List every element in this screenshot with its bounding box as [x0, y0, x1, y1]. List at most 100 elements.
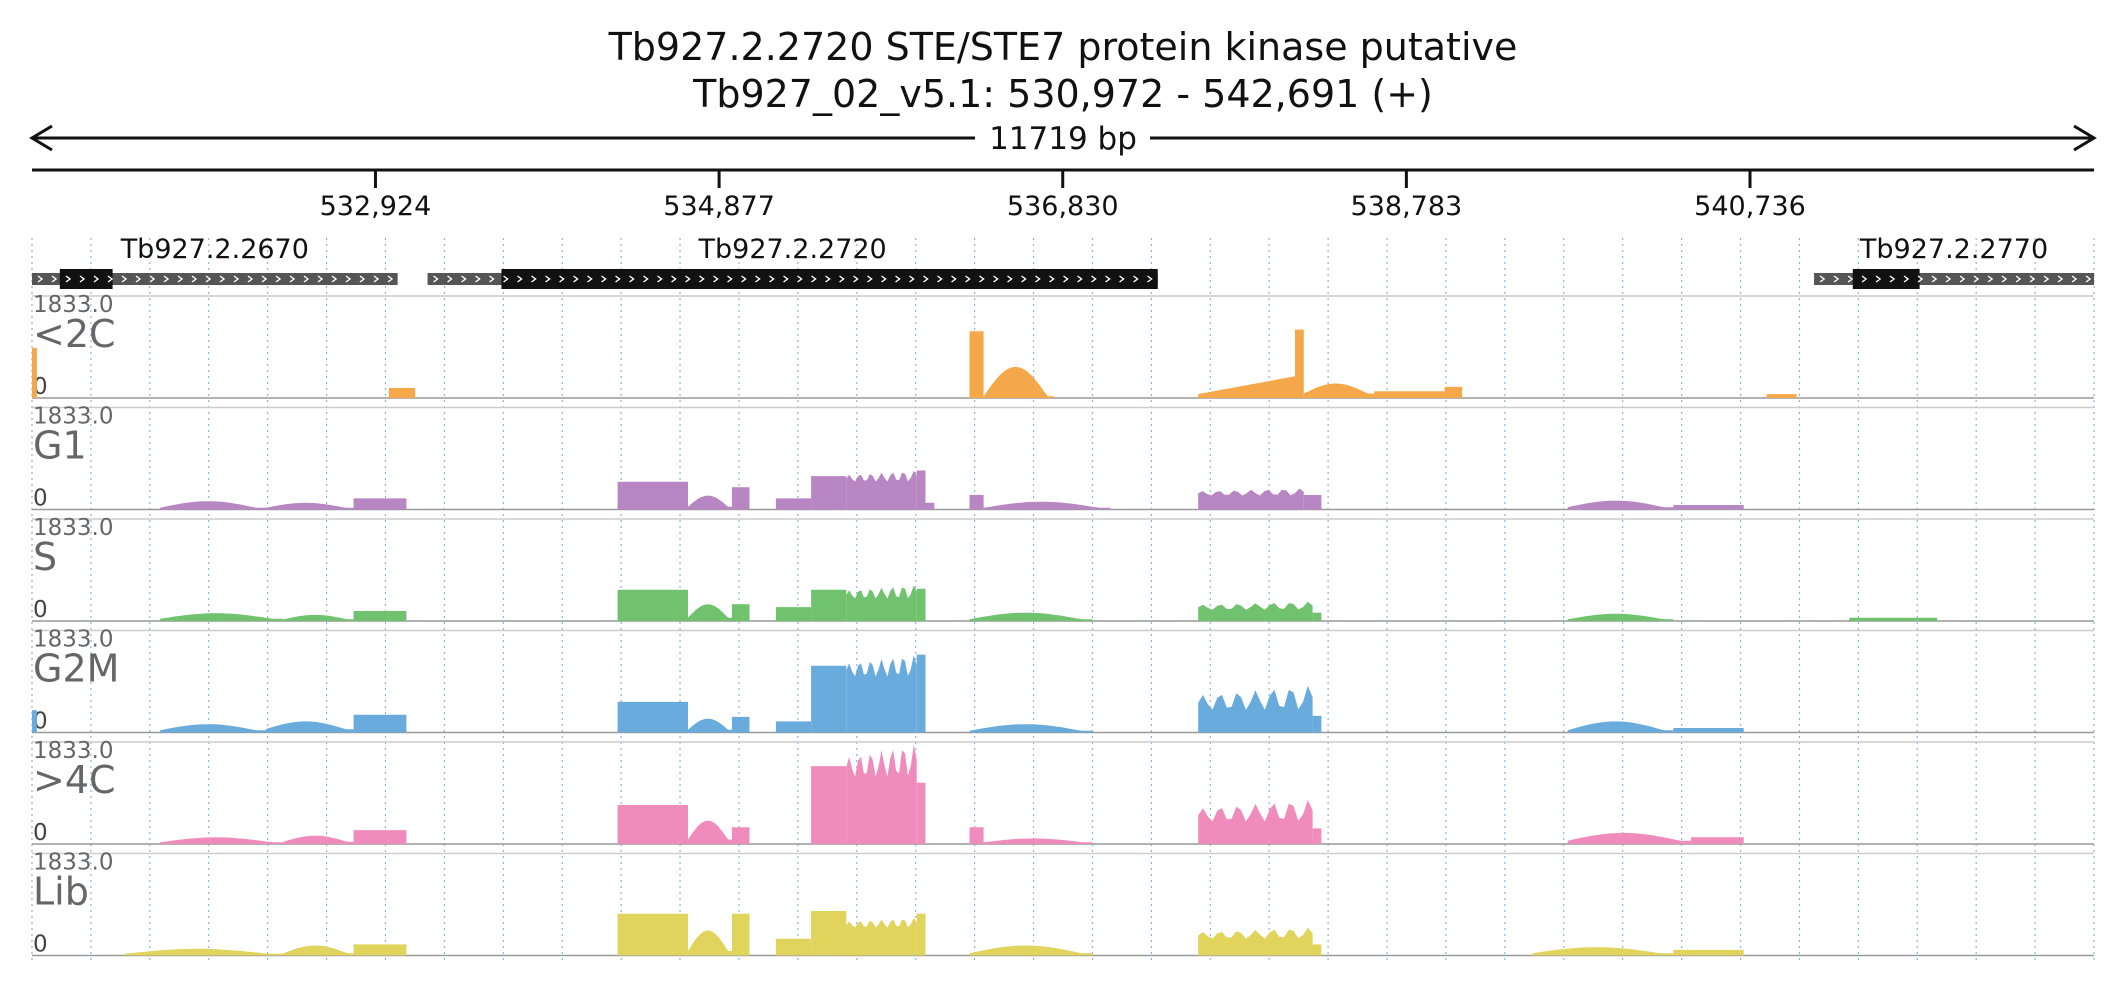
- coverage-area-3-12: [1198, 685, 1313, 733]
- gene-strand-arrows-0: [37, 275, 394, 283]
- coverage-area-4-3: [617, 805, 688, 844]
- coverage-area-3-10: [916, 654, 926, 733]
- gene-cds-0: [59, 269, 113, 289]
- coverage-area-4-11: [1198, 800, 1313, 844]
- coverage-area-4-14: [1690, 837, 1744, 844]
- coverage-area-2-8: [846, 585, 917, 621]
- coverage-area-3-11: [969, 724, 1093, 733]
- track-ymin-label-1: 0: [33, 486, 48, 512]
- coverage-area-2-12: [1312, 612, 1322, 621]
- track-5: 1833.0 0 Lib: [32, 850, 2094, 958]
- gene-label-0: Tb927.2.2670: [120, 234, 309, 265]
- track-4: 1833.0 0 >4C: [32, 738, 2094, 846]
- track-name-5: Lib: [33, 870, 89, 914]
- coverage-area-3-15: [1673, 728, 1744, 733]
- coverage-area-4-8: [916, 782, 926, 844]
- coverage-area-0-2: [969, 331, 984, 398]
- coverage-area-2-13: [1567, 613, 1674, 621]
- coverage-area-1-8: [846, 470, 917, 510]
- coverage-area-5-6: [775, 938, 812, 956]
- coverage-area-3-1: [160, 724, 266, 733]
- coverage-tracks: 1833.00<2C1833.00G11833.00S1833.00G2M183…: [32, 292, 2094, 958]
- coverage-area-4-7: [846, 744, 917, 844]
- track-ymin-label-5: 0: [33, 932, 48, 958]
- axis-tick-label-3: 538,783: [1351, 191, 1463, 222]
- coverage-area-3-9: [846, 655, 917, 733]
- coverage-area-5-4: [688, 930, 732, 956]
- coverage-area-3-8: [811, 665, 847, 733]
- coverage-area-4-4: [688, 820, 732, 844]
- scale-arrow-left: [29, 124, 53, 152]
- chart-title-line1: Tb927.2.2720 STE/STE7 protein kinase put…: [608, 25, 1518, 69]
- coverage-area-2-11: [1198, 601, 1313, 621]
- track-ymax-label-3: 1833.0: [33, 627, 113, 653]
- track-2: 1833.0 0 S: [32, 515, 2094, 623]
- axis-tick-label-2: 536,830: [1007, 191, 1119, 222]
- coverage-area-5-10: [969, 945, 1093, 956]
- coverage-area-2-7: [811, 589, 847, 621]
- scale-bar: 11719 bp: [29, 121, 2097, 157]
- track-name-3: G2M: [33, 647, 119, 691]
- coverage-area-1-14: [1303, 495, 1322, 510]
- coverage-area-0-6: [1303, 383, 1375, 398]
- coverage-area-0-8: [1444, 386, 1463, 398]
- track-name-0: <2C: [33, 312, 116, 356]
- coverage-area-1-12: [983, 501, 1111, 510]
- coverage-area-1-9: [916, 470, 926, 510]
- coverage-area-2-1: [283, 614, 354, 621]
- coverage-area-0-4: [1198, 376, 1295, 398]
- coverage-area-2-10: [969, 612, 1093, 621]
- coverage-area-0-7: [1374, 391, 1445, 398]
- coverage-area-2-9: [916, 588, 926, 621]
- coverage-area-4-5: [731, 827, 750, 844]
- track-ymin-label-4: 0: [33, 820, 48, 846]
- track-ymax-label-0: 1833.0: [33, 292, 113, 318]
- coverage-area-1-7: [811, 476, 847, 510]
- coverage-area-1-3: [617, 481, 688, 510]
- coverage-area-4-2: [353, 830, 407, 844]
- coverage-area-1-13: [1198, 488, 1304, 510]
- coverage-area-1-4: [688, 495, 732, 510]
- coverage-area-4-10: [983, 838, 1093, 844]
- vertical-gridlines: [31, 238, 2095, 962]
- coverage-area-0-5: [1295, 329, 1304, 398]
- coverage-area-5-8: [846, 917, 917, 956]
- coverage-area-2-5: [731, 604, 750, 621]
- coverage-area-5-9: [916, 913, 926, 956]
- axis-tick-label-0: 532,924: [320, 191, 432, 222]
- coverage-area-3-6: [731, 716, 750, 733]
- coverage-area-4-1: [283, 835, 354, 844]
- coverage-area-5-12: [1312, 944, 1322, 956]
- coverage-area-2-2: [353, 611, 407, 621]
- coverage-area-3-5: [688, 718, 732, 733]
- coverage-area-0-1: [388, 388, 416, 398]
- gene-strand-arrows-2: [1819, 275, 2092, 283]
- track-ymin-label-2: 0: [33, 597, 48, 623]
- coverage-area-5-14: [1673, 949, 1744, 956]
- track-ymax-label-5: 1833.0: [33, 850, 113, 876]
- track-ymax-label-1: 1833.0: [33, 404, 113, 430]
- coverage-area-2-4: [688, 604, 732, 621]
- track-name-4: >4C: [33, 758, 116, 802]
- coverage-area-1-15: [1567, 500, 1674, 510]
- gene-strand-arrows-1: [433, 275, 1153, 283]
- axis-tick-label-1: 534,877: [663, 191, 775, 222]
- axis-ticks: 532,924 534,877 536,830 538,783 540,736: [320, 170, 1806, 222]
- coverage-area-1-10: [925, 502, 935, 510]
- coverage-area-2-0: [160, 613, 284, 621]
- coverage-area-4-12: [1312, 828, 1322, 844]
- gene-label-2: Tb927.2.2770: [1859, 234, 2048, 265]
- coverage-area-1-16: [1673, 505, 1744, 510]
- coverage-area-2-3: [617, 589, 688, 621]
- coverage-area-1-1: [265, 502, 354, 510]
- coverage-area-3-13: [1312, 715, 1322, 733]
- coverage-area-5-13: [1532, 947, 1674, 956]
- coverage-area-5-5: [731, 913, 750, 956]
- coverage-area-3-14: [1567, 721, 1674, 733]
- coverage-area-5-1: [283, 945, 354, 956]
- coverage-area-5-3: [617, 913, 688, 956]
- coverage-area-1-5: [731, 487, 750, 510]
